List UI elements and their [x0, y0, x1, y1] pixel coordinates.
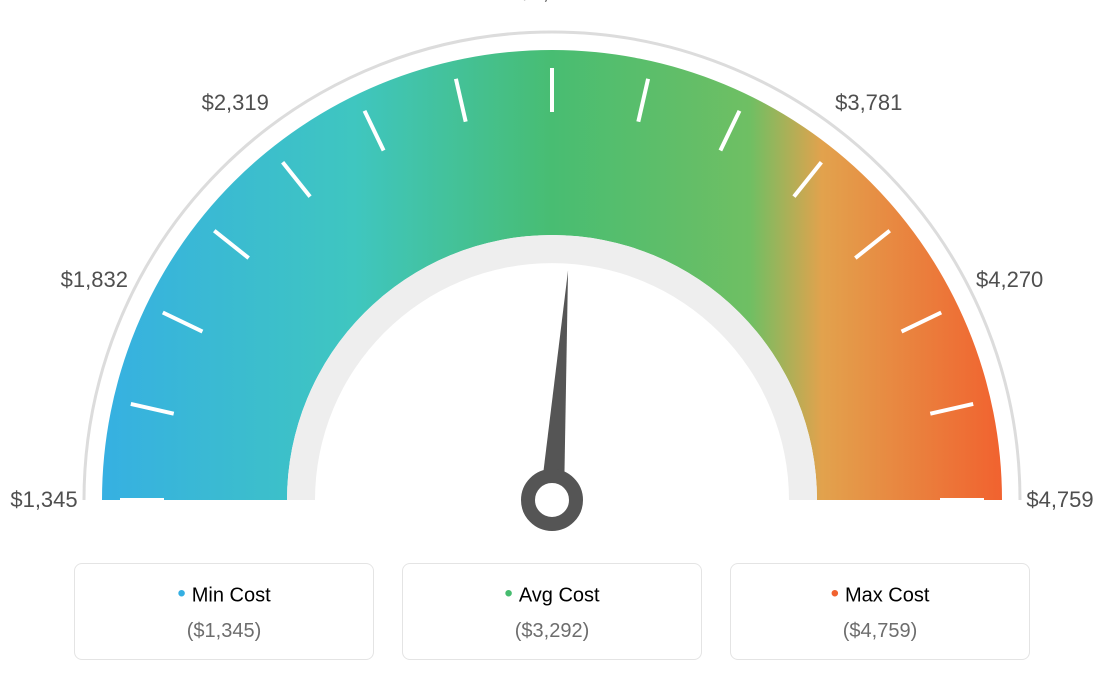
gauge-svg	[0, 0, 1104, 540]
gauge-tick-label: $4,759	[1026, 487, 1093, 513]
legend-title-avg: • Avg Cost	[413, 582, 691, 610]
legend-label-max: Max Cost	[845, 584, 929, 606]
dot-icon: •	[504, 580, 512, 608]
gauge-tick-label: $2,319	[202, 90, 269, 116]
gauge-tick-label: $1,832	[61, 267, 128, 293]
legend-value-avg: ($3,292)	[413, 620, 691, 643]
legend-value-min: ($1,345)	[85, 620, 363, 643]
legend-title-max: • Max Cost	[741, 582, 1019, 610]
dot-icon: •	[177, 580, 185, 608]
legend-card-min: • Min Cost ($1,345)	[74, 563, 374, 660]
gauge-needle	[540, 271, 568, 501]
legend-title-min: • Min Cost	[85, 582, 363, 610]
legend-label-min: Min Cost	[192, 584, 271, 606]
gauge-hub	[528, 476, 576, 524]
legend-card-max: • Max Cost ($4,759)	[730, 563, 1030, 660]
legend-label-avg: Avg Cost	[519, 584, 600, 606]
gauge-tick-label: $4,270	[976, 267, 1043, 293]
gauge-tick-label: $3,292	[518, 0, 585, 5]
dot-icon: •	[831, 580, 839, 608]
gauge-area: $1,345 $1,832 $2,319 $3,292 $3,781 $4,270 $4,7…	[0, 0, 1104, 540]
legend-card-avg: • Avg Cost ($3,292)	[402, 563, 702, 660]
gauge-tick-label: $1,345	[10, 487, 77, 513]
legend-row: • Min Cost ($1,345) • Avg Cost ($3,292) • M…	[0, 563, 1104, 660]
gauge-chart-container: $1,345 $1,832 $2,319 $3,292 $3,781 $4,270 $4,7…	[0, 0, 1104, 690]
gauge-tick-label: $3,781	[835, 90, 902, 116]
legend-value-max: ($4,759)	[741, 620, 1019, 643]
